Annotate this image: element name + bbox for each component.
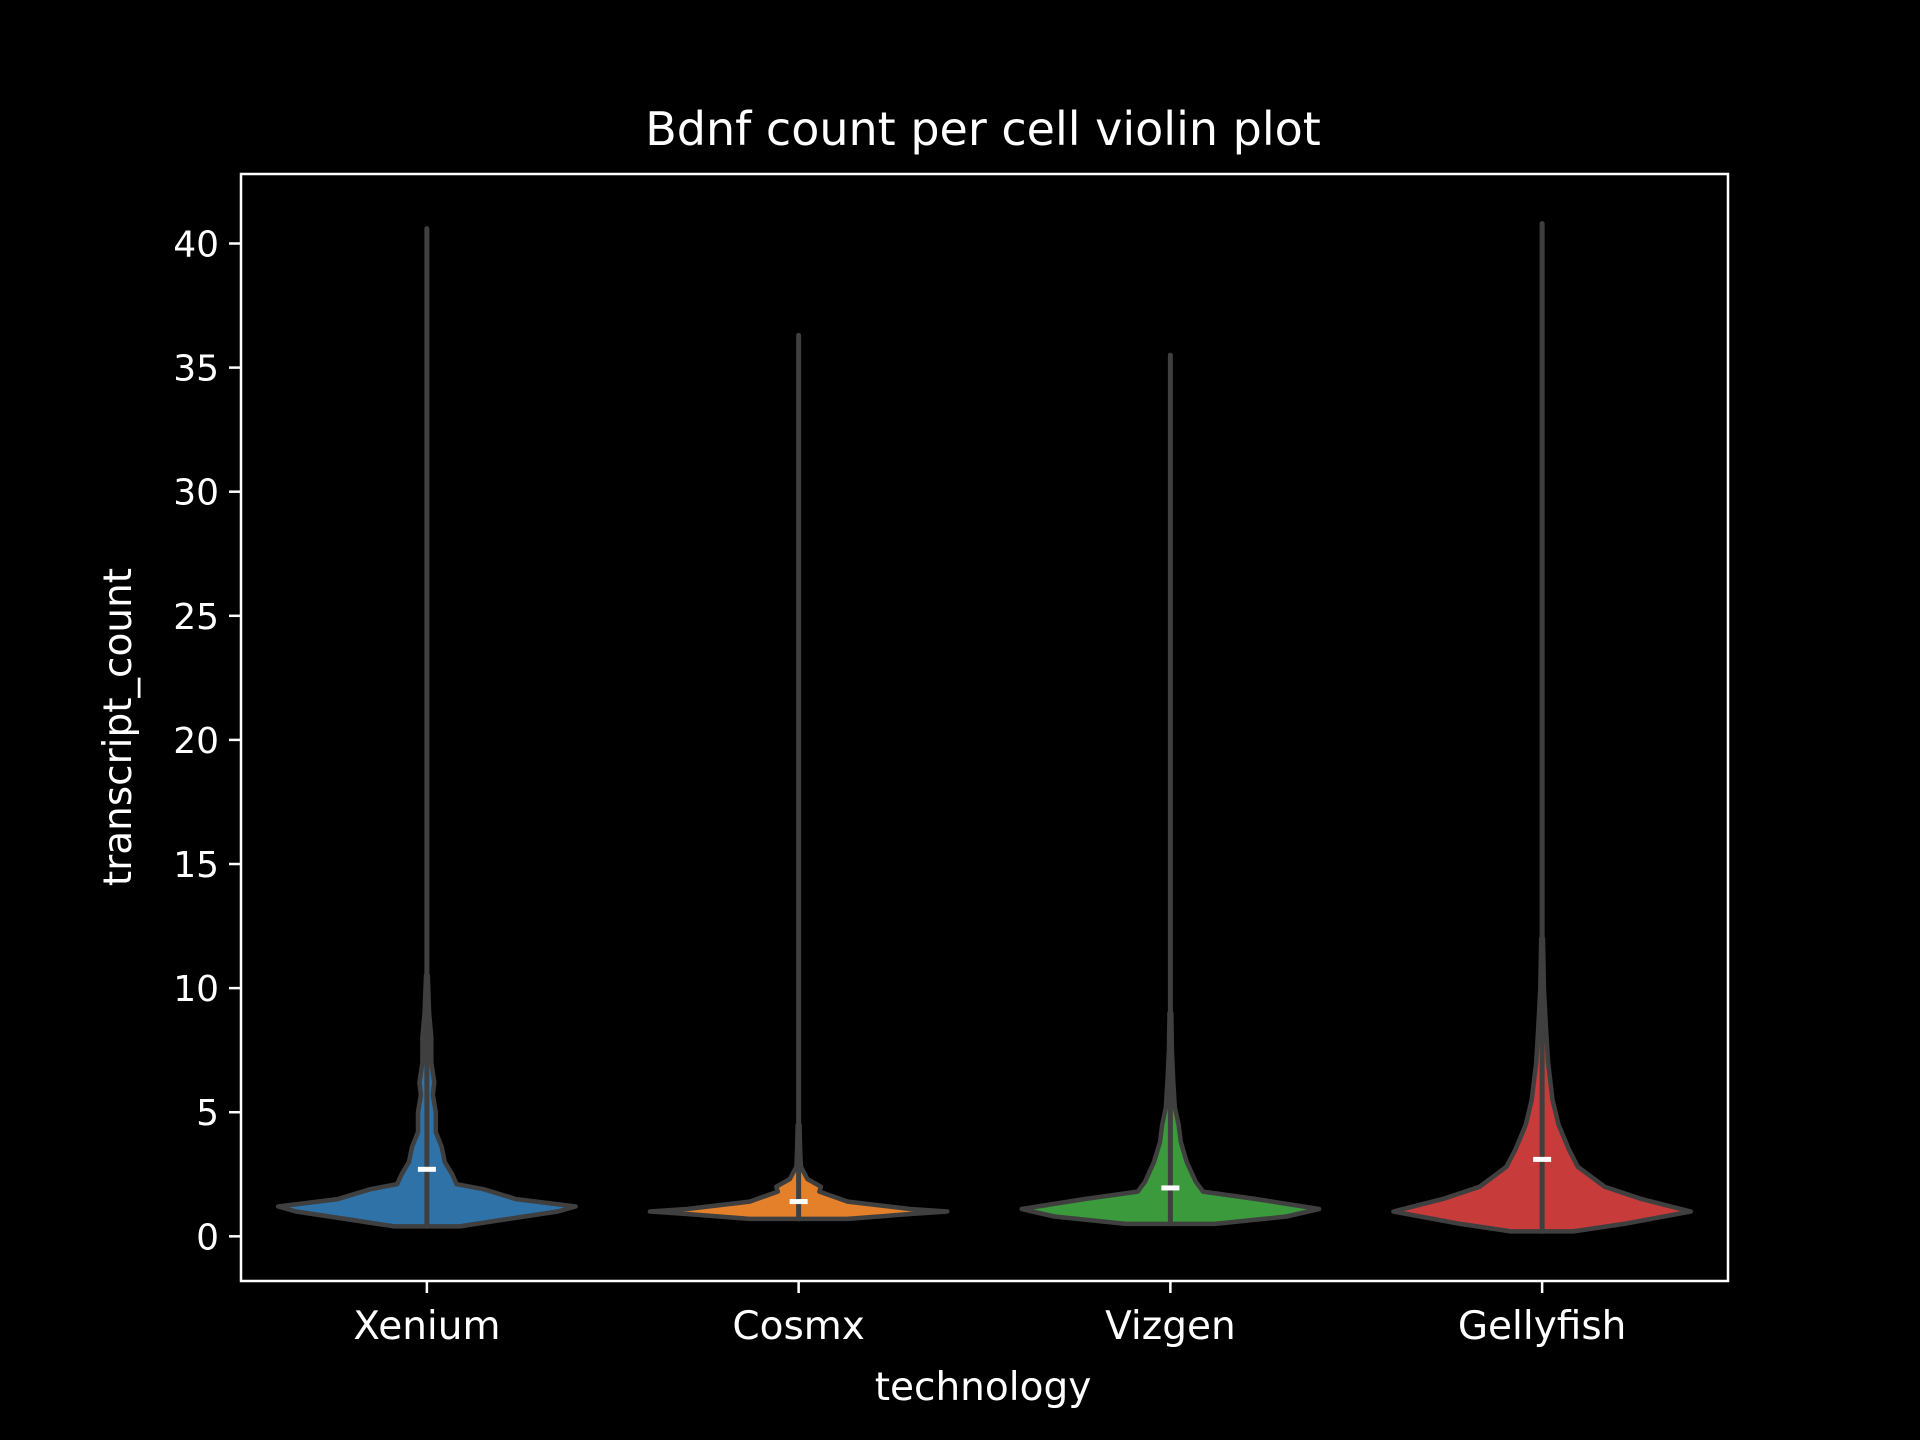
y-tick-label: 20 — [173, 721, 219, 762]
y-tick-label: 40 — [173, 224, 219, 265]
y-tick-label: 0 — [196, 1217, 219, 1258]
violin-gellyfish — [1391, 221, 1694, 1234]
plot-frame — [239, 172, 1730, 1283]
x-tick-label: Cosmx — [732, 1304, 864, 1349]
y-axis: 0 5 10 15 20 25 30 35 40 — [173, 224, 241, 1258]
x-tick-label: Gellyfish — [1458, 1304, 1627, 1349]
chart-title: Bdnf count per cell violin plot — [645, 102, 1321, 156]
y-tick-label: 5 — [196, 1093, 219, 1134]
x-tick-label: Vizgen — [1105, 1304, 1236, 1349]
y-axis-label: transcript_count — [96, 568, 141, 886]
x-axis: Xenium Cosmx Vizgen Gellyfish — [353, 1281, 1626, 1349]
y-tick-label: 30 — [173, 473, 219, 514]
violin-layer — [275, 221, 1694, 1234]
violin-cosmx — [647, 332, 950, 1222]
median-marker — [1533, 1156, 1552, 1162]
y-tick-label: 35 — [173, 349, 219, 390]
y-tick-label: 10 — [173, 969, 219, 1010]
violin-xenium — [275, 226, 578, 1229]
median-marker — [417, 1166, 436, 1172]
y-tick-label: 25 — [173, 597, 219, 638]
x-axis-label: technology — [875, 1365, 1092, 1410]
median-marker — [789, 1199, 808, 1205]
y-tick-label: 15 — [173, 845, 219, 886]
median-marker — [1161, 1185, 1180, 1191]
x-tick-label: Xenium — [353, 1304, 500, 1349]
violin-vizgen — [1019, 352, 1322, 1227]
